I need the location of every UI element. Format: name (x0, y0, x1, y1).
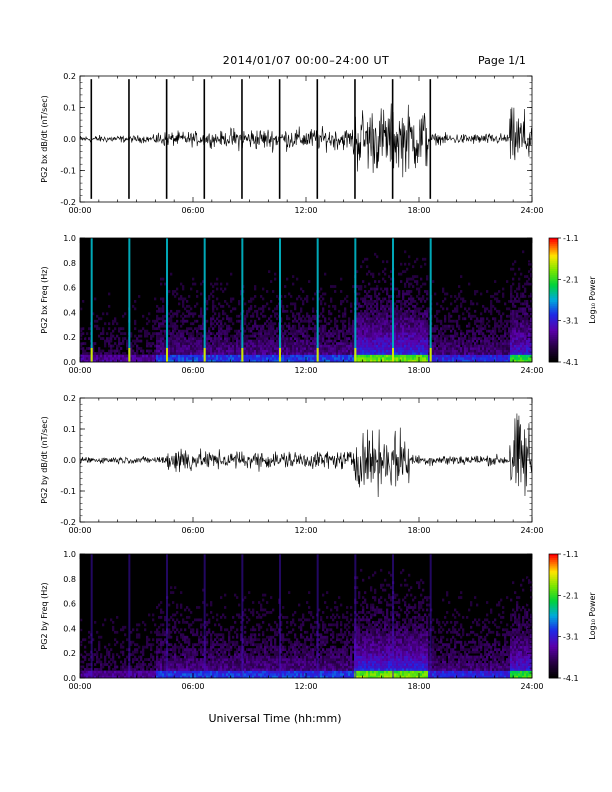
spectrogram-pulse-base (128, 348, 131, 362)
y-tick-label: 0.2 (63, 394, 76, 403)
x-tick-label: 00:00 (68, 682, 91, 691)
x-tick-label: 18:00 (407, 206, 430, 215)
spectrogram-pulse-base (90, 348, 93, 362)
x-tick-label: 24:00 (520, 682, 543, 691)
spectrogram-pulse-stripe (279, 238, 282, 362)
x-tick-label: 12:00 (294, 682, 317, 691)
page-title: 2014/01/07 00:00–24:00 UT (222, 54, 390, 67)
colorbar (548, 553, 559, 679)
spectrogram-pulse-stripe (429, 238, 432, 362)
x-tick-label: 18:00 (407, 682, 430, 691)
y-tick-label: -0.1 (60, 167, 76, 176)
spectrogram-pulse-stripe (90, 238, 93, 362)
x-tick-label: 06:00 (181, 206, 204, 215)
y-tick-label: 0.0 (63, 358, 76, 367)
x-tick-label: 24:00 (520, 526, 543, 535)
y-axis-label: PG2 by dB/dt (nT/sec) (40, 416, 49, 503)
spectrogram-pulse-stripe (279, 554, 282, 678)
y-tick-label: 0.0 (63, 456, 76, 465)
spectrogram-pulse-base (279, 348, 282, 362)
y-tick-label: 0.1 (63, 104, 76, 113)
waveform-trace (79, 103, 533, 178)
spectrogram-pulse-stripe (128, 554, 131, 678)
spectrogram-pulse-stripe (241, 238, 244, 362)
colorbar-tick-label: -4.1 (563, 358, 579, 367)
spectrogram-pulse-stripe (166, 238, 169, 362)
x-tick-label: 00:00 (68, 206, 91, 215)
y-tick-label: 0.6 (63, 600, 76, 609)
y-tick-label: 0.2 (63, 333, 76, 342)
y-tick-label: 0.2 (63, 72, 76, 81)
y-axis-label: PG2 bx Freq (Hz) (40, 266, 49, 333)
spectrogram-pulse-stripe (429, 554, 432, 678)
x-tick-label: 24:00 (520, 206, 543, 215)
spectrogram-pulse-stripe (128, 238, 131, 362)
colorbar-tick-label: -4.1 (563, 674, 579, 683)
spectrogram-pulse-stripe (316, 554, 319, 678)
panel-4: -1.1 -2.1 -3.1 -4.1 Log₁₀ Power 00:00 06:00 12:… (40, 550, 597, 691)
y-axis-label: PG2 bx dB/dt (nT/sec) (40, 95, 49, 182)
y-tick-label: 1.0 (63, 234, 76, 243)
spectrogram-pulse-stripe (241, 554, 244, 678)
y-tick-label: 0.4 (63, 624, 76, 633)
y-tick-label: 0.0 (63, 135, 76, 144)
colorbar-tick-label: -3.1 (563, 317, 579, 326)
y-tick-label: -0.1 (60, 487, 76, 496)
colorbar-tick-label: -1.1 (563, 550, 579, 559)
spectrogram-pulse-base (354, 348, 357, 362)
spectrogram-pulse-stripe (354, 238, 357, 362)
panel-2: -1.1 -2.1 -3.1 -4.1 Log₁₀ Power 00:00 06:00 12:… (40, 234, 597, 375)
panel-1: 00:00 06:00 12:00 18:00 24:00 -0.2 -0.1 0.0 0.1 0… (40, 72, 544, 215)
y-axis-label: PG2 by Freq (Hz) (40, 582, 49, 649)
x-tick-label: 06:00 (181, 366, 204, 375)
colorbar-label: Log₁₀ Power (588, 592, 597, 640)
y-tick-label: 0.1 (63, 425, 76, 434)
colorbar-tick-label: -2.1 (563, 275, 579, 284)
x-axis-title: Universal Time (hh:mm) (209, 712, 342, 725)
x-tick-label: 00:00 (68, 526, 91, 535)
spectrogram-pulse-stripe (166, 554, 169, 678)
waveform-trace (79, 413, 533, 498)
x-tick-label: 00:00 (68, 366, 91, 375)
x-tick-label: 12:00 (294, 206, 317, 215)
spectrogram-pulse-stripe (90, 554, 93, 678)
y-tick-label: 0.4 (63, 308, 76, 317)
y-tick-label: -0.2 (60, 198, 76, 207)
y-tick-label: -0.2 (60, 518, 76, 527)
x-tick-label: 06:00 (181, 682, 204, 691)
x-tick-label: 24:00 (520, 366, 543, 375)
colorbar-label: Log₁₀ Power (588, 276, 597, 324)
x-tick-label: 18:00 (407, 366, 430, 375)
x-tick-label: 12:00 (294, 366, 317, 375)
x-tick-label: 06:00 (181, 526, 204, 535)
spectrogram-pulse-base (166, 348, 169, 362)
x-tick-label: 18:00 (407, 526, 430, 535)
y-tick-label: 1.0 (63, 550, 76, 559)
spectrogram-pulse-base (392, 348, 395, 362)
spectrogram-pulse-stripe (203, 554, 206, 678)
y-tick-label: 0.0 (63, 674, 76, 683)
x-tick-label: 12:00 (294, 526, 317, 535)
page-number: Page 1/1 (478, 54, 526, 67)
y-tick-label: 0.8 (63, 259, 76, 268)
spectrogram-pulse-stripe (316, 238, 319, 362)
panel-3: 00:00 06:00 12:00 18:00 24:00 -0.2 -0.1 0.0 0.1 0… (40, 394, 544, 535)
y-tick-label: 0.8 (63, 575, 76, 584)
colorbar-tick-label: -1.1 (563, 234, 579, 243)
y-tick-label: 0.6 (63, 284, 76, 293)
colorbar-tick-label: -3.1 (563, 633, 579, 642)
spectrogram-pulse-stripe (203, 238, 206, 362)
colorbar-tick-label: -2.1 (563, 591, 579, 600)
spectrogram-pulse-stripe (392, 238, 395, 362)
spectrogram-pulse-stripe (354, 554, 357, 678)
spectrogram-pulse-base (241, 348, 244, 362)
spectrogram-pulse-base (316, 348, 319, 362)
spectrogram-pulse-base (203, 348, 206, 362)
spectrogram-pulse-stripe (392, 554, 395, 678)
spectrogram-pulse-base (429, 348, 432, 362)
colorbar (548, 237, 559, 363)
y-tick-label: 0.2 (63, 649, 76, 658)
